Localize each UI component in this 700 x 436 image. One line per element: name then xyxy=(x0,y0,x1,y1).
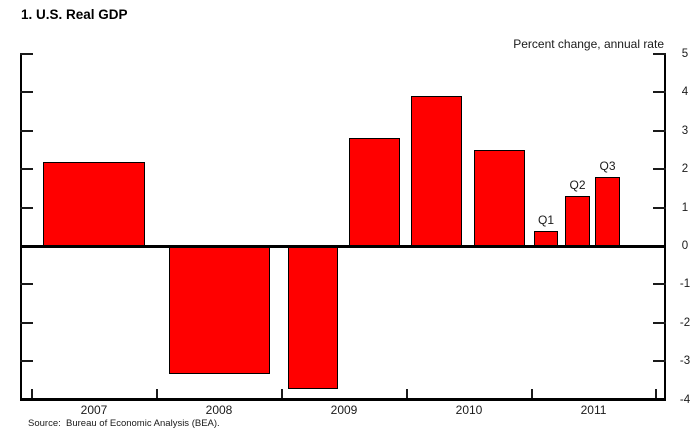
bar-2010-H2 xyxy=(474,150,525,248)
x-year-label-2011: 2011 xyxy=(580,403,607,417)
y-tick-label--3: -3 xyxy=(679,355,691,368)
y-tick-mark-left xyxy=(20,360,33,363)
bar-2008 xyxy=(169,246,270,374)
y-tick-mark-right xyxy=(653,53,666,55)
x-year-label-2008: 2008 xyxy=(205,403,233,417)
bottom-axis-line xyxy=(20,398,666,401)
x-tick-mark xyxy=(280,389,283,398)
y-tick-mark-left xyxy=(20,129,33,132)
y-axis-unit-label: Percent change, annual rate xyxy=(513,37,664,51)
y-tick-mark-right xyxy=(653,91,666,94)
y-tick-mark-right xyxy=(653,129,666,132)
y-tick-mark-right xyxy=(653,321,666,324)
source-note: Source: Bureau of Economic Analysis (BEA… xyxy=(28,418,220,429)
bar-2011-Q3 xyxy=(595,176,620,248)
chart-title: 1. U.S. Real GDP xyxy=(21,7,128,22)
right-axis-line xyxy=(664,54,666,401)
y-tick-label-3: 3 xyxy=(681,124,689,137)
y-tick-mark-left xyxy=(20,321,33,324)
left-axis-line xyxy=(20,54,22,401)
x-tick-mark xyxy=(30,389,33,398)
y-tick-mark-left xyxy=(20,91,33,94)
y-tick-label-0: 0 xyxy=(681,240,689,252)
y-tick-mark-left xyxy=(20,283,33,286)
quarter-label-q2: Q2 xyxy=(569,178,586,193)
y-tick-label--2: -2 xyxy=(679,316,691,329)
y-tick-mark-left xyxy=(20,53,33,55)
y-tick-mark-right xyxy=(653,168,666,171)
x-year-label-2009: 2009 xyxy=(330,403,358,417)
quarter-label-q1: Q1 xyxy=(537,212,554,227)
y-tick-label-4: 4 xyxy=(681,86,689,99)
x-tick-mark xyxy=(530,389,533,398)
y-tick-label-1: 1 xyxy=(681,201,689,214)
y-tick-mark-left xyxy=(20,206,33,209)
x-tick-mark xyxy=(405,389,408,398)
y-tick-mark-right xyxy=(653,283,666,286)
y-tick-mark-right xyxy=(653,206,666,209)
quarter-label-q3: Q3 xyxy=(599,158,616,173)
y-tick-label-2: 2 xyxy=(681,163,689,176)
bar-2011-Q2 xyxy=(565,196,590,248)
x-year-label-2010: 2010 xyxy=(455,403,483,417)
y-tick-label-5: 5 xyxy=(681,48,689,60)
bar-2010-H1 xyxy=(411,96,462,248)
y-tick-mark-right xyxy=(653,360,666,363)
y-tick-label--4: -4 xyxy=(679,393,691,406)
bar-2007 xyxy=(43,161,145,248)
zero-line xyxy=(20,245,666,248)
x-tick-mark xyxy=(654,389,657,398)
x-year-label-2007: 2007 xyxy=(80,403,108,417)
bar-2009-H2 xyxy=(349,138,400,248)
x-tick-mark xyxy=(155,389,158,398)
y-tick-mark-left xyxy=(20,168,33,171)
bar-2009-H1 xyxy=(288,246,338,390)
y-tick-label--1: -1 xyxy=(679,278,691,291)
